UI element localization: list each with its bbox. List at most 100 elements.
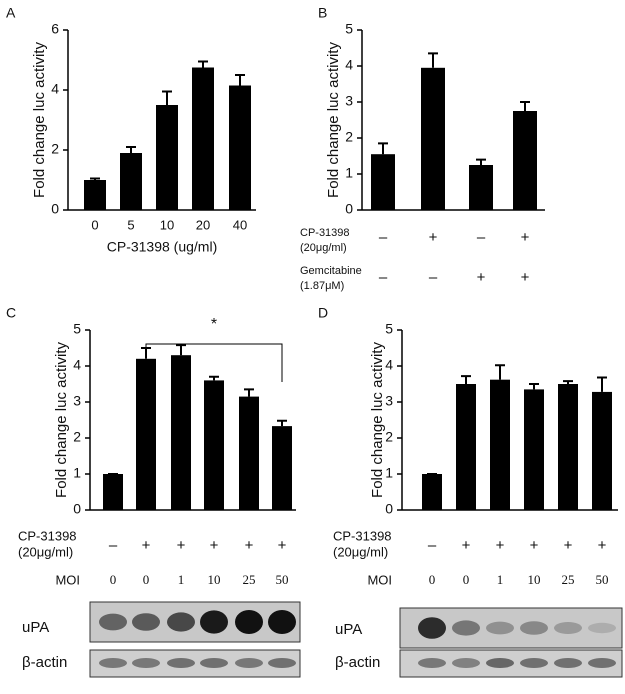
condition-label: (20μg/ml)	[333, 544, 388, 559]
condition-value: +	[496, 537, 505, 554]
actin-band	[132, 658, 160, 668]
panel-letter: B	[318, 5, 327, 21]
error-bar	[209, 375, 219, 381]
condition-value: +	[521, 269, 530, 286]
actin-band	[418, 658, 446, 668]
y-tick-label: 6	[51, 21, 59, 37]
x-tick-label: 20	[196, 217, 210, 232]
bar	[103, 474, 123, 510]
condition-value: 1	[497, 572, 504, 587]
bar	[229, 85, 251, 210]
condition-value: +	[598, 537, 607, 554]
actin-band	[588, 658, 616, 668]
y-tick-label: 4	[345, 57, 353, 73]
y-tick-label: 0	[51, 201, 59, 217]
condition-value: 0	[463, 572, 470, 587]
x-tick-label: 0	[91, 217, 98, 232]
condition-value: –	[109, 537, 118, 554]
condition-value: +	[177, 537, 186, 554]
condition-label: CP-31398	[300, 227, 350, 239]
significance-star: *	[211, 316, 217, 333]
upa-band	[268, 610, 296, 634]
y-axis-label: Fold change luc activity	[31, 42, 48, 198]
bar	[456, 384, 476, 510]
condition-value: +	[477, 269, 486, 286]
condition-label: MOI	[55, 572, 80, 587]
bar	[156, 105, 178, 210]
error-bar	[495, 364, 505, 380]
blot-label: uPA	[335, 621, 362, 638]
bar	[421, 67, 445, 210]
bar	[490, 379, 510, 510]
y-axis-label: Fold change luc activity	[369, 342, 386, 498]
blot-label: β-actin	[335, 654, 380, 671]
error-bar	[90, 177, 100, 180]
y-tick-label: 1	[73, 465, 81, 481]
y-axis-label: Fold change luc activity	[325, 42, 342, 198]
condition-label: (20μg/ml)	[18, 544, 73, 559]
y-tick-label: 2	[73, 429, 81, 445]
condition-value: 10	[528, 572, 541, 587]
y-tick-label: 0	[73, 501, 81, 517]
condition-value: –	[429, 269, 438, 286]
condition-value: +	[210, 537, 219, 554]
upa-band	[486, 621, 514, 635]
actin-band	[486, 658, 514, 668]
y-tick-label: 0	[385, 501, 393, 517]
condition-value: –	[428, 537, 437, 554]
blot-label: uPA	[22, 619, 49, 636]
condition-value: +	[245, 537, 254, 554]
error-bar	[529, 383, 539, 390]
upa-band	[588, 622, 616, 634]
bar	[524, 389, 544, 510]
condition-value: +	[278, 537, 287, 554]
actin-band	[520, 658, 548, 668]
bar	[120, 153, 142, 210]
y-tick-label: 3	[73, 393, 81, 409]
y-tick-label: 1	[385, 465, 393, 481]
error-bar	[176, 344, 186, 356]
condition-label: CP-31398	[333, 528, 392, 543]
bar	[558, 384, 578, 510]
y-tick-label: 4	[385, 357, 393, 373]
condition-value: 0	[110, 572, 117, 587]
y-tick-label: 4	[51, 81, 59, 97]
condition-value: 0	[429, 572, 436, 587]
condition-label: MOI	[367, 572, 392, 587]
bar	[422, 474, 442, 510]
upa-band	[99, 613, 127, 631]
y-tick-label: 0	[345, 201, 353, 217]
condition-value: +	[521, 229, 530, 246]
condition-label: (1.87μM)	[300, 280, 344, 292]
x-tick-label: 40	[233, 217, 247, 232]
y-tick-label: 2	[345, 129, 353, 145]
error-bar	[520, 101, 530, 111]
error-bar	[378, 142, 388, 155]
upa-band	[418, 617, 446, 639]
bar	[171, 355, 191, 510]
upa-band	[200, 610, 228, 634]
bar	[84, 180, 106, 210]
x-axis-label: CP-31398 (ug/ml)	[107, 239, 218, 255]
y-tick-label: 5	[385, 321, 393, 337]
condition-label: Gemcitabine	[300, 265, 362, 277]
error-bar	[277, 419, 287, 427]
y-tick-label: 5	[345, 21, 353, 37]
actin-band	[452, 658, 480, 668]
x-tick-label: 10	[160, 217, 174, 232]
panel-letter: A	[6, 5, 16, 21]
condition-value: 50	[596, 572, 609, 587]
condition-value: –	[379, 229, 388, 246]
condition-value: +	[429, 229, 438, 246]
y-axis-label: Fold change luc activity	[53, 342, 70, 498]
upa-band	[554, 622, 582, 634]
error-bar	[428, 52, 438, 68]
error-bar	[476, 158, 486, 165]
error-bar	[244, 388, 254, 397]
x-tick-label: 5	[127, 217, 134, 232]
upa-band	[132, 613, 160, 631]
condition-value: 25	[562, 572, 575, 587]
error-bar	[126, 146, 136, 153]
bar	[592, 391, 612, 510]
